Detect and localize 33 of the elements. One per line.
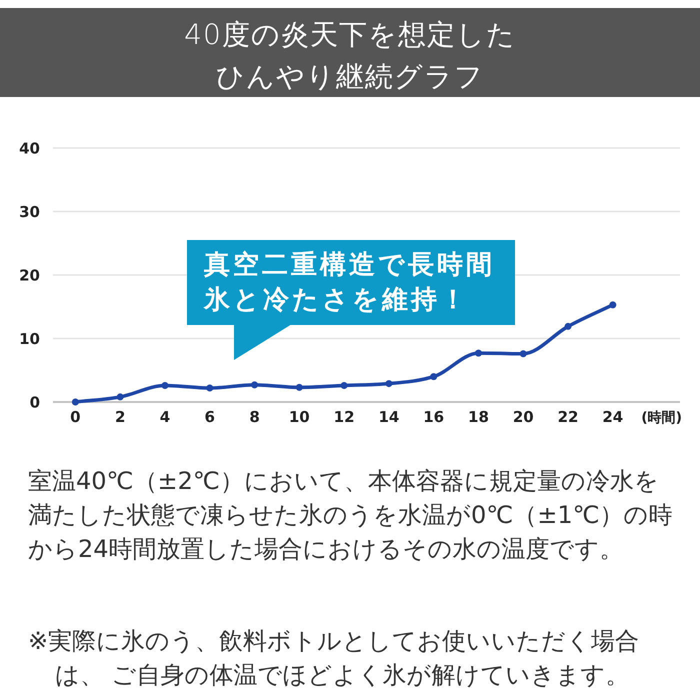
x-tick-label: 12 — [334, 408, 355, 426]
x-tick-label: 24 — [602, 408, 624, 426]
y-tick-label: 30 — [19, 203, 40, 221]
x-tick-label: 6 — [204, 408, 215, 426]
point — [385, 380, 392, 388]
x-label: (時間) — [641, 410, 682, 426]
point — [296, 384, 303, 391]
point — [72, 398, 79, 406]
point — [206, 384, 214, 392]
point — [161, 382, 168, 389]
point — [564, 322, 572, 330]
x-tick-label: 18 — [468, 408, 489, 426]
title: 40度の炎天下を想定したひんやり継続グラフ — [183, 17, 517, 95]
point — [520, 350, 527, 358]
x-tick-label: 8 — [249, 408, 260, 426]
point — [251, 381, 258, 388]
y-tick-label: 10 — [19, 330, 40, 348]
x-tick-label: 10 — [288, 408, 310, 426]
point — [474, 350, 482, 357]
point — [609, 301, 616, 308]
y-tick-label: 0 — [30, 394, 40, 412]
x-tick-label: 2 — [114, 408, 126, 426]
x-tick-label: 14 — [378, 408, 400, 426]
point — [116, 393, 124, 400]
x-tick-label: 16 — [423, 408, 444, 426]
y-tick-label: 20 — [19, 266, 40, 284]
x-tick-label: 4 — [160, 408, 170, 426]
y-tick-label: 40 — [19, 140, 40, 158]
x-tick-label: 22 — [558, 408, 578, 426]
point — [340, 382, 348, 389]
point — [430, 373, 438, 380]
x-tick-label: 20 — [512, 408, 534, 426]
x-tick-label: 0 — [70, 408, 81, 426]
